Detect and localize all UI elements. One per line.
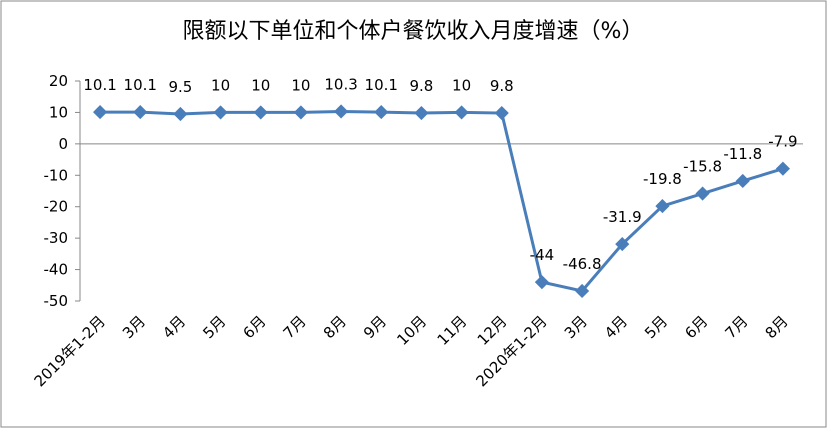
marker [334, 104, 349, 119]
marker [775, 161, 790, 176]
y-tick-label: 10 [49, 103, 68, 121]
data-label: -31.9 [603, 208, 642, 226]
marker [615, 237, 630, 252]
data-label: -19.8 [643, 170, 682, 188]
y-tick-label: 20 [49, 72, 68, 90]
data-label: 9.8 [490, 77, 514, 95]
data-label: 10.3 [324, 75, 357, 93]
data-label: 10.1 [124, 76, 157, 94]
data-label: 10.1 [83, 76, 116, 94]
y-tick-label: -30 [44, 229, 69, 247]
y-tick-label: -20 [44, 198, 69, 216]
marker [735, 173, 750, 189]
y-tick-label: -10 [44, 166, 69, 184]
marker [454, 105, 469, 120]
data-label: -7.9 [768, 133, 797, 151]
marker [293, 105, 308, 120]
data-label: 10 [251, 76, 270, 94]
marker [374, 105, 389, 120]
y-tick-label: 0 [58, 135, 68, 153]
marker [695, 186, 710, 201]
marker [253, 105, 268, 120]
y-tick-label: -40 [44, 261, 69, 279]
data-label: 10 [291, 76, 310, 94]
marker [655, 199, 670, 214]
data-label: 9.5 [168, 78, 192, 96]
data-label: -46.8 [563, 255, 602, 273]
data-label: 10 [211, 76, 230, 94]
marker [414, 105, 429, 121]
data-label: 10.1 [365, 76, 398, 94]
marker [575, 283, 590, 299]
data-label: 9.8 [409, 77, 433, 95]
data-label: -44 [530, 246, 555, 264]
data-label: 10 [452, 76, 471, 94]
marker [534, 275, 549, 290]
marker [494, 105, 509, 121]
data-label: -11.8 [723, 145, 762, 163]
data-label: -15.8 [683, 158, 722, 176]
y-tick-label: -50 [44, 292, 69, 310]
chart-title: 限额以下单位和个体户餐饮收入月度增速（%） [183, 19, 644, 44]
